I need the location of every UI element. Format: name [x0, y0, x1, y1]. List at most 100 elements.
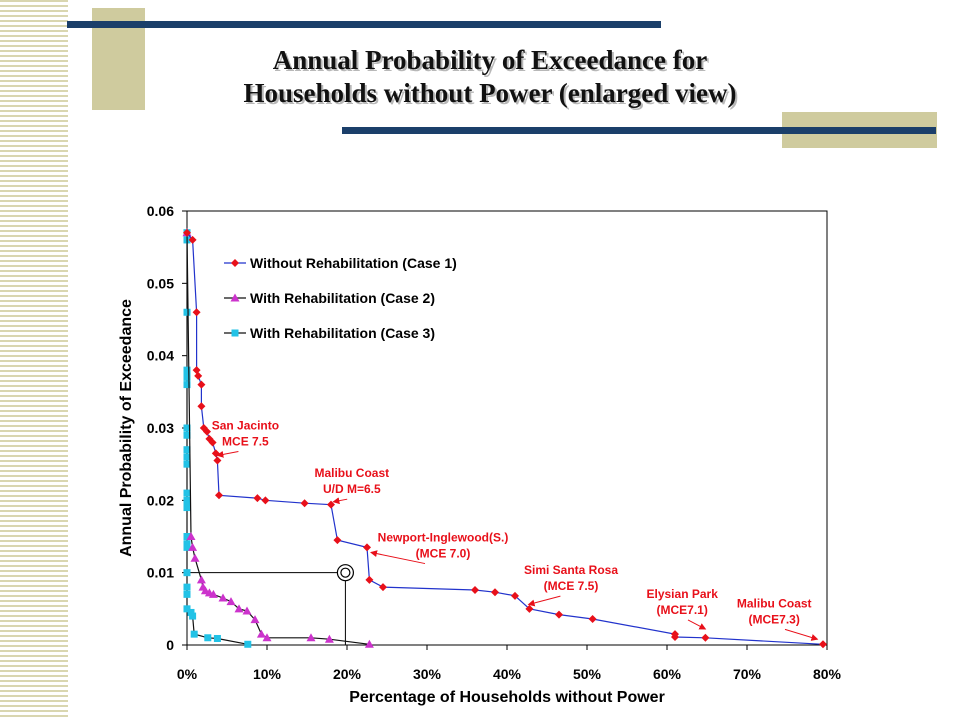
- data-point: [261, 496, 270, 505]
- data-point: [183, 308, 191, 316]
- data-point: [204, 634, 212, 642]
- data-point: [183, 605, 191, 613]
- data-point: [186, 532, 196, 540]
- data-point: [189, 612, 197, 620]
- annotation-label: Malibu Coast: [314, 466, 389, 480]
- data-point: [183, 424, 191, 432]
- x-tick-label: 70%: [733, 666, 762, 682]
- data-point: [183, 533, 191, 540]
- annotation-label: U/D M=6.5: [323, 482, 381, 496]
- data-point: [183, 460, 191, 468]
- data-point: [183, 453, 191, 461]
- annotation-arrow: [687, 619, 707, 630]
- data-point: [379, 583, 387, 592]
- data-point: [256, 629, 266, 638]
- series-case-1: [183, 228, 827, 649]
- data-point: [226, 597, 236, 606]
- annotation-arrow: [370, 550, 426, 565]
- annotation-arrow: [216, 450, 239, 458]
- data-point: [525, 604, 534, 613]
- data-point: [244, 640, 252, 648]
- data-point: [183, 569, 191, 577]
- title-line-2: Households without Power (enlarged view): [243, 78, 737, 108]
- data-point: [183, 431, 191, 439]
- annotation-arrow: [332, 497, 348, 505]
- annotation-label: Malibu Coast: [737, 596, 812, 610]
- x-tick-label: 30%: [413, 666, 442, 682]
- data-point: [253, 494, 262, 503]
- data-point: [183, 500, 191, 508]
- y-tick-label: 0.06: [147, 203, 174, 219]
- x-tick-label: 0%: [177, 666, 198, 682]
- data-point: [183, 540, 191, 548]
- decorative-stripes: [0, 0, 68, 720]
- legend-label: With Rehabilitation (Case 2): [250, 290, 435, 306]
- data-point: [183, 489, 191, 497]
- x-tick-label: 80%: [813, 666, 842, 682]
- legend-label: Without Rehabilitation (Case 1): [250, 255, 457, 271]
- data-point: [196, 575, 206, 584]
- data-point: [183, 381, 191, 389]
- annotation-label: San Jacinto: [212, 418, 279, 432]
- data-point: [215, 491, 223, 500]
- data-point: [183, 366, 191, 374]
- title-line-1: Annual Probability of Exceedance for: [272, 45, 708, 75]
- data-point: [190, 630, 198, 638]
- data-point: [192, 308, 201, 317]
- y-tick-label: 0.05: [147, 275, 174, 291]
- data-point: [188, 542, 198, 551]
- legend-label: With Rehabilitation (Case 3): [250, 325, 435, 341]
- data-point: [511, 591, 519, 600]
- data-point: [324, 634, 334, 643]
- data-point: [364, 639, 374, 648]
- y-tick-label: 0: [166, 637, 174, 653]
- data-point: [183, 373, 191, 381]
- data-point: [819, 640, 827, 649]
- legend-marker: [231, 259, 239, 267]
- data-point: [701, 633, 710, 642]
- annotation-label: (MCE7.1): [657, 603, 708, 617]
- annotation-arrow: [527, 595, 561, 607]
- data-point: [183, 543, 191, 551]
- x-tick-label: 60%: [653, 666, 682, 682]
- data-point: [218, 593, 228, 602]
- data-point: [300, 499, 309, 508]
- data-point: [213, 456, 222, 465]
- data-point: [188, 235, 197, 244]
- data-point: [190, 553, 200, 562]
- event-annotation: Newport-Inglewood(S.) (MCE 7.0): [370, 531, 509, 565]
- x-axis-label: Percentage of Households without Power: [349, 689, 665, 706]
- data-point: [183, 228, 191, 237]
- x-tick-label: 50%: [573, 666, 602, 682]
- x-tick-label: 10%: [253, 666, 282, 682]
- legend-marker: [231, 329, 239, 337]
- event-annotation: San Jacinto MCE 7.5: [212, 418, 279, 458]
- data-point: [187, 608, 195, 616]
- y-axis-label: Annual Probability of Exceedance: [118, 299, 135, 557]
- navy-bar-bottom: [342, 127, 936, 134]
- data-point: [213, 634, 221, 642]
- event-annotation: Malibu Coast (MCE7.3): [737, 596, 819, 641]
- y-tick-label: 0.01: [147, 565, 174, 581]
- data-point: [194, 371, 203, 380]
- data-point: [197, 380, 206, 389]
- legend-marker: [230, 293, 240, 302]
- data-point: [588, 614, 597, 623]
- x-tick-label: 40%: [493, 666, 522, 682]
- data-point: [491, 588, 499, 597]
- data-point: [365, 575, 374, 584]
- data-point: [183, 446, 191, 454]
- data-point: [306, 633, 316, 642]
- data-point: [333, 536, 342, 545]
- annotation-label: Newport-Inglewood(S.): [378, 531, 509, 545]
- y-tick-label: 0.04: [147, 348, 174, 364]
- plot-area: [186, 210, 828, 646]
- event-annotation: Simi Santa Rosa (MCE 7.5): [524, 563, 618, 607]
- y-tick-label: 0.03: [147, 420, 174, 436]
- reference-marker-inner: [340, 567, 351, 578]
- data-point: [208, 438, 217, 447]
- data-point: [262, 633, 272, 642]
- data-point: [363, 543, 371, 552]
- data-point: [234, 604, 244, 613]
